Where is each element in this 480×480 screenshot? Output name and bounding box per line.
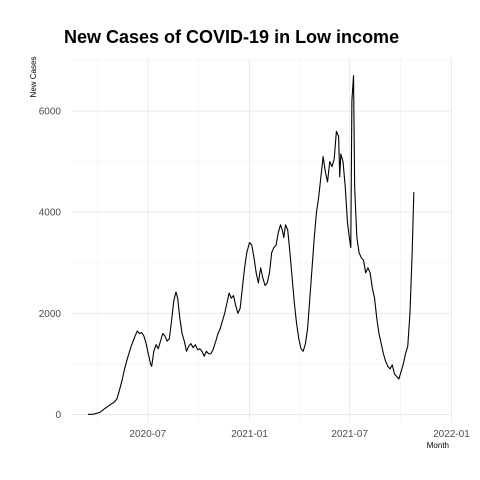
y-axis-label: New Cases: [29, 57, 38, 98]
x-tick-label: 2022-01: [433, 429, 470, 440]
x-tick-label: 2020-07: [129, 429, 166, 440]
y-tick-label: 2000: [39, 309, 62, 320]
y-axis-ticks: 0 2000 4000 6000: [39, 107, 62, 421]
series-line: [88, 75, 415, 415]
chart-title: New Cases of COVID-19 in Low income: [64, 27, 399, 47]
y-tick-label: 4000: [39, 208, 62, 219]
x-axis-label: Month: [427, 441, 449, 450]
x-tick-label: 2021-07: [331, 429, 368, 440]
y-tick-label: 6000: [39, 107, 62, 118]
x-tick-label: 2021-01: [231, 429, 268, 440]
y-tick-label: 0: [55, 410, 61, 421]
x-axis-ticks: 2020-07 2021-01 2021-07 2022-01: [129, 429, 470, 440]
grid: [72, 58, 452, 422]
